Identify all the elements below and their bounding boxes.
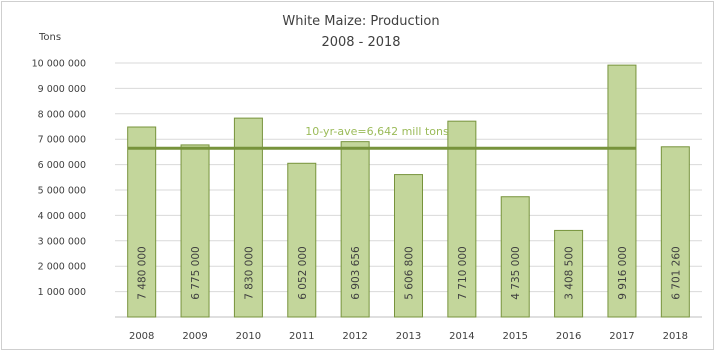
bar-value-label: 9 916 000 <box>617 246 629 299</box>
bar-value-label: 4 735 000 <box>510 246 522 299</box>
bar-value-label: 7 830 000 <box>243 246 255 299</box>
x-tick-label: 2010 <box>236 331 261 342</box>
bar <box>660 146 690 318</box>
maize-production-chart: White Maize: Production 2008 - 2018 Tons… <box>32 14 702 342</box>
y-tick-label: 6 000 000 <box>38 160 86 171</box>
bar <box>127 126 157 318</box>
bar-value-label: 6 052 000 <box>297 246 309 299</box>
bar <box>394 174 423 318</box>
bar-value-label: 6 701 260 <box>670 246 682 299</box>
x-tick-label: 2011 <box>289 331 314 342</box>
bar <box>554 229 584 318</box>
x-tick-label: 2008 <box>129 331 154 342</box>
y-tick-label: 1 000 000 <box>38 287 86 298</box>
bar-value-label: 6 775 000 <box>190 246 202 299</box>
chart-subtitle: 2008 - 2018 <box>321 35 400 50</box>
y-axis-label: Tons <box>38 32 61 43</box>
average-group: 10-yr-ave=6,642 mill tons <box>127 125 636 150</box>
average-label: 10-yr-ave=6,642 mill tons <box>305 125 449 138</box>
y-tick-label: 4 000 000 <box>38 211 86 222</box>
x-tick-label: 2012 <box>342 331 367 342</box>
x-tick-label: 2013 <box>396 331 421 342</box>
x-axis-ticks: 2008 2009 2010 2011 2012 2013 2014 2015 2016 2017… <box>129 331 688 342</box>
y-tick-label: 5 000 000 <box>38 186 86 197</box>
bar-value-label: 3 408 500 <box>564 246 576 299</box>
bar-value-label: 7 480 000 <box>137 246 149 299</box>
y-tick-label: 2 000 000 <box>38 262 86 273</box>
y-tick-label: 7 000 000 <box>38 135 86 146</box>
bar <box>447 120 477 318</box>
bar-value-label: 5 606 800 <box>404 246 416 299</box>
bar <box>287 162 317 318</box>
y-tick-label: 8 000 000 <box>38 109 86 120</box>
y-tick-label: 3 000 000 <box>38 236 86 247</box>
x-tick-label: 2014 <box>449 331 474 342</box>
bar <box>340 141 370 318</box>
y-tick-label: 9 000 000 <box>38 84 86 95</box>
bar <box>233 117 263 318</box>
y-axis-ticks: 1 000 000 2 000 000 3 000 000 4 000 000 5 00… <box>32 59 86 299</box>
bar <box>607 64 637 318</box>
bars <box>127 64 690 318</box>
x-tick-label: 2009 <box>182 331 207 342</box>
bar <box>500 196 530 318</box>
chart-title: White Maize: Production <box>282 14 439 29</box>
bar-value-label: 7 710 000 <box>457 246 469 299</box>
x-tick-label: 2018 <box>663 331 688 342</box>
x-tick-label: 2016 <box>556 331 581 342</box>
x-tick-label: 2015 <box>503 331 528 342</box>
bar <box>180 144 210 318</box>
bar-value-label: 6 903 656 <box>350 246 362 300</box>
y-tick-label: 10 000 000 <box>32 59 86 70</box>
bar-value-labels: 7 480 000 6 775 000 7 830 000 6 052 000 6 90… <box>137 246 683 300</box>
x-tick-label: 2017 <box>609 331 634 342</box>
